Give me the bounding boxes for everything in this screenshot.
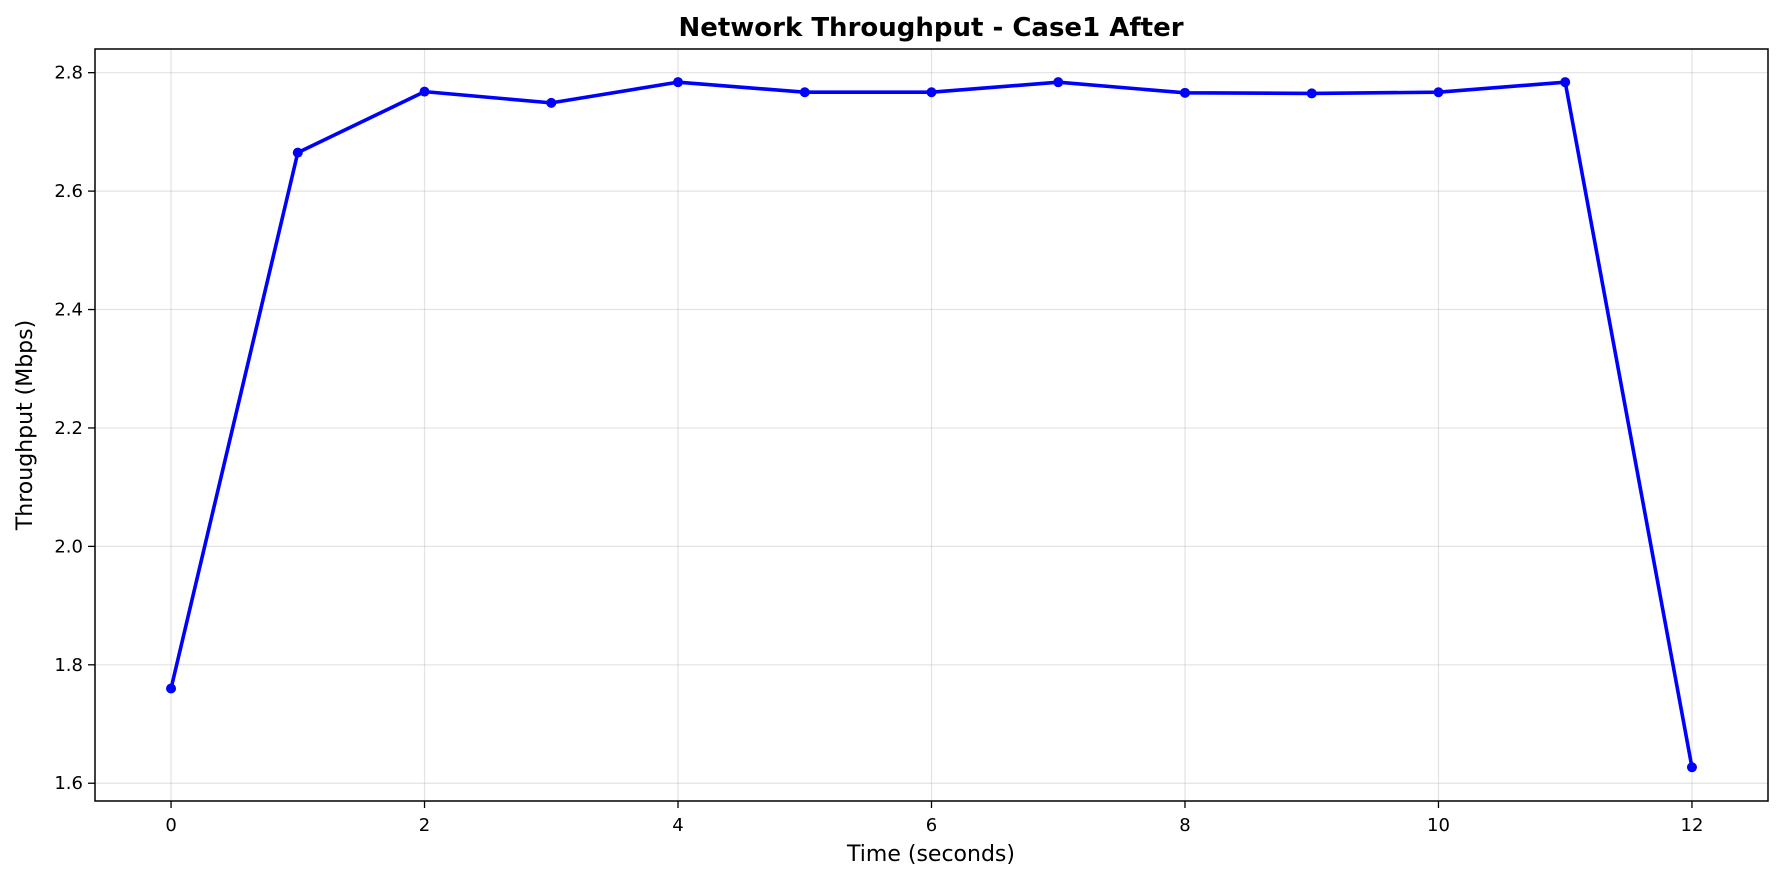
- data-point: [546, 97, 557, 108]
- y-tick-label: 2.0: [54, 536, 83, 557]
- data-point: [673, 77, 684, 88]
- data-point: [419, 86, 430, 97]
- data-point: [1686, 762, 1697, 773]
- x-tick-label: 4: [672, 815, 683, 836]
- y-tick-label: 2.6: [54, 181, 83, 202]
- data-point: [926, 87, 937, 98]
- data-point: [1053, 77, 1064, 88]
- series-layer: [166, 77, 1697, 773]
- chart-title: Network Throughput - Case1 After: [678, 13, 1183, 43]
- x-tick-label: 8: [1179, 815, 1190, 836]
- data-point: [799, 87, 810, 98]
- y-tick-label: 1.6: [54, 773, 83, 794]
- y-axis-label: Throughput (Mbps): [13, 320, 38, 531]
- x-tick-label: 0: [165, 815, 176, 836]
- y-tick-label: 2.8: [54, 63, 83, 84]
- grid-layer: [95, 49, 1768, 801]
- data-point: [1433, 87, 1444, 98]
- y-tick-label: 2.2: [54, 418, 83, 439]
- data-point: [1179, 87, 1190, 98]
- data-point: [166, 683, 177, 694]
- data-point: [1560, 77, 1571, 88]
- y-tick-label: 2.4: [54, 300, 83, 321]
- x-axis-label: Time (seconds): [846, 842, 1015, 867]
- x-tick-label: 6: [926, 815, 937, 836]
- y-tick-label: 1.8: [54, 655, 83, 676]
- tick-layer: 0 2 4 6 8 10 12 1.6 1.8 2.0 2.2 2.4 2.6 2.8: [54, 63, 1703, 836]
- x-tick-label: 10: [1427, 815, 1450, 836]
- x-tick-label: 2: [419, 815, 430, 836]
- x-tick-label: 12: [1681, 815, 1704, 836]
- data-point: [1306, 88, 1317, 99]
- data-point: [292, 147, 303, 158]
